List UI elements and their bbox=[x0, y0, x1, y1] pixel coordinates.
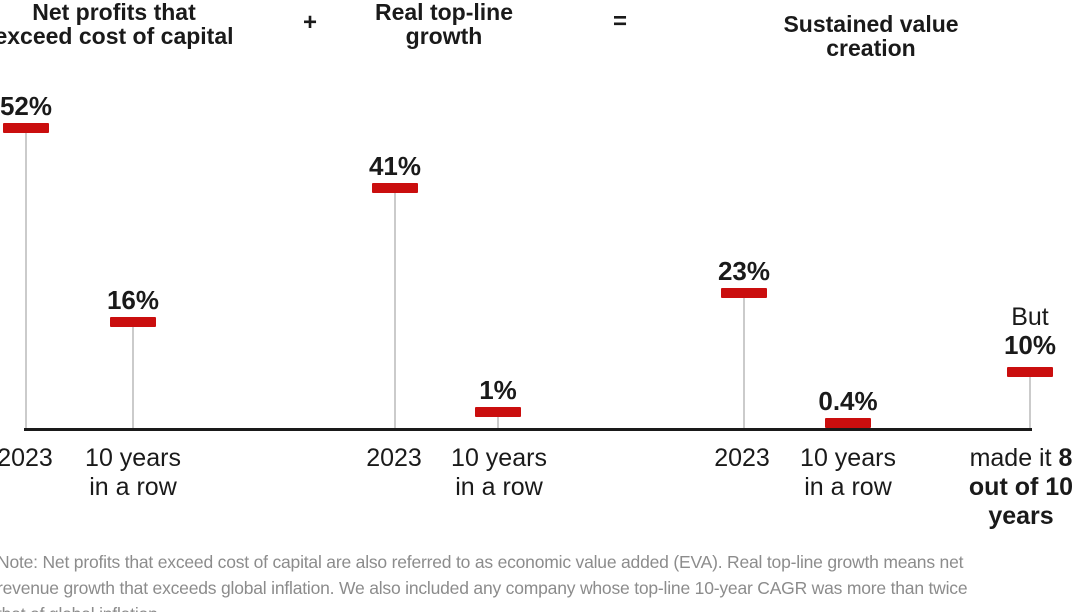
equals-operator: = bbox=[612, 8, 628, 35]
bar-eva-10yr bbox=[110, 317, 156, 327]
value-label-svc-2023: 23% bbox=[717, 256, 771, 286]
stem-growth-10yr bbox=[497, 417, 499, 429]
x-axis-baseline bbox=[24, 428, 1032, 431]
made-it-bold-years: years bbox=[988, 502, 1054, 530]
x-label-growth-10yr: 10 years in a row bbox=[451, 444, 547, 501]
but-value-label: 10% bbox=[1003, 330, 1057, 360]
value-label-svc-10yr: 0.4% bbox=[818, 386, 878, 416]
value-label-svc-8of10: But 10% bbox=[1004, 304, 1056, 360]
bar-svc-2023 bbox=[721, 288, 767, 298]
bar-eva-2023 bbox=[3, 123, 49, 133]
x-label-growth-2023: 2023 bbox=[366, 444, 422, 472]
x-label-svc-8of10: made it 8 out of 10 years bbox=[969, 444, 1073, 531]
x-label-svc-2023: 2023 bbox=[714, 444, 770, 472]
footnote: Note: Net profits that exceed cost of ca… bbox=[0, 549, 968, 612]
value-label-growth-2023: 41% bbox=[368, 151, 422, 181]
stem-eva-2023 bbox=[25, 133, 27, 429]
bar-svc-8of10 bbox=[1007, 367, 1053, 377]
stem-eva-10yr bbox=[132, 327, 134, 429]
value-label-growth-10yr: 1% bbox=[479, 375, 517, 405]
bar-growth-10yr bbox=[475, 407, 521, 417]
plus-operator: + bbox=[302, 9, 318, 36]
but-label: But bbox=[1011, 303, 1049, 331]
made-it-bold-outof10: out of 10 bbox=[968, 473, 1074, 501]
x-label-eva-10yr: 10 years in a row bbox=[85, 444, 181, 501]
bar-growth-2023 bbox=[372, 183, 418, 193]
x-label-svc-10yr: 10 years in a row bbox=[800, 444, 896, 501]
footnote-line-1: Note: Net profits that exceed cost of ca… bbox=[0, 552, 964, 572]
made-it-regular: made it bbox=[969, 444, 1059, 472]
value-label-eva-10yr: 16% bbox=[106, 285, 160, 315]
column-header-net-profits: Net profits that exceed cost of capital bbox=[0, 0, 234, 49]
stem-svc-8of10 bbox=[1029, 377, 1031, 429]
column-header-sustained-value-creation: Sustained value creation bbox=[783, 11, 959, 61]
x-label-eva-2023: 2023 bbox=[0, 444, 53, 472]
stem-growth-2023 bbox=[394, 193, 396, 429]
stem-svc-2023 bbox=[743, 298, 745, 429]
footnote-line-2: revenue growth that exceeds global infla… bbox=[0, 578, 968, 598]
footnote-line-3: that of global inflation. bbox=[0, 601, 967, 612]
made-it-bold-8: 8 bbox=[1058, 444, 1073, 472]
value-label-eva-2023: 52% bbox=[0, 91, 53, 121]
bar-svc-10yr bbox=[825, 418, 871, 428]
column-header-topline-growth: Real top-line growth bbox=[374, 0, 514, 49]
